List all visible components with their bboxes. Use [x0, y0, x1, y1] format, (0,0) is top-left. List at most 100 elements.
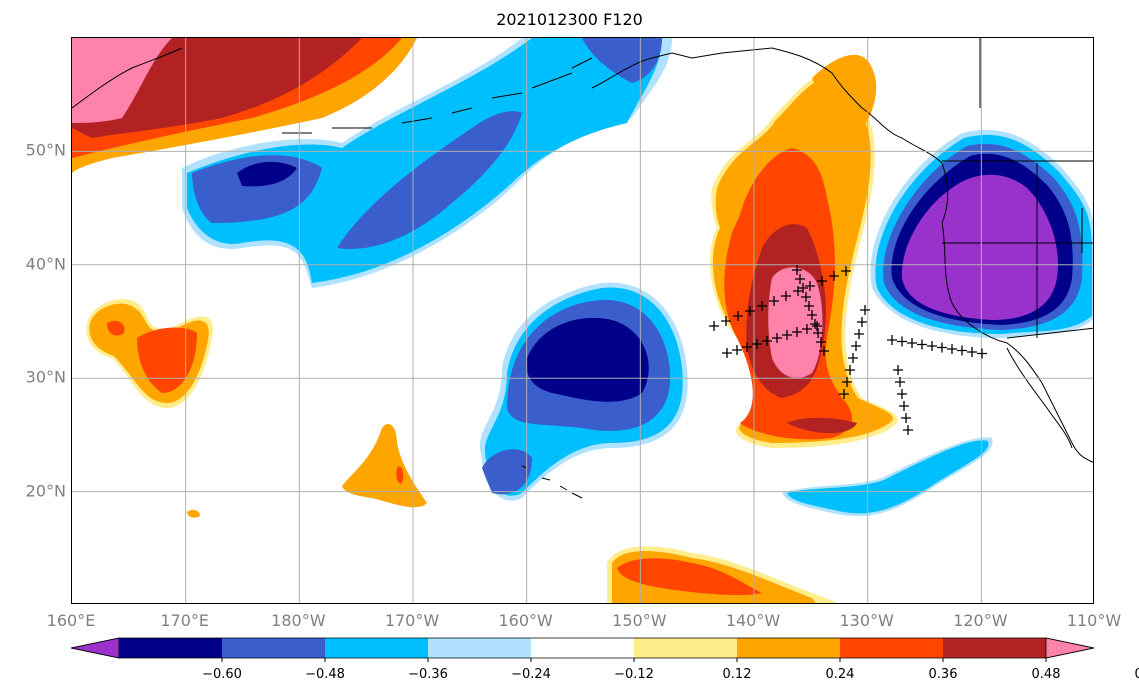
lat-tick-label-2: 40°N	[25, 254, 66, 274]
plus-marker-22	[722, 348, 732, 358]
aleutian-coast	[72, 47, 183, 109]
lat-tick-label-1: 30°N	[25, 367, 66, 387]
anomaly-north-navy	[237, 161, 297, 187]
plus-marker-25	[752, 339, 762, 349]
plus-marker-37	[845, 365, 855, 375]
lon-tick-label-2: 180°W	[271, 611, 326, 630]
anomaly-north-medblue-2	[337, 111, 522, 249]
lon-tick-label-0: 160°E	[46, 611, 96, 630]
plus-marker-30	[802, 324, 812, 334]
colorbar-bin-2	[325, 638, 428, 658]
map-title: 2021012300 F120	[496, 10, 643, 29]
plus-marker-18	[810, 319, 820, 329]
plus-marker-19	[813, 328, 823, 338]
bc-coast	[861, 107, 949, 224]
lon-tick-label-5: 150°W	[612, 611, 667, 630]
colorbar-extend-high	[1045, 637, 1095, 659]
anomaly-east-darkred-s	[787, 417, 857, 434]
plus-marker-15	[801, 292, 811, 302]
anomaly-alaska-orange	[812, 54, 877, 128]
anomaly-north-blue	[187, 38, 662, 283]
plus-marker-42	[907, 338, 917, 348]
plus-marker-23	[732, 345, 742, 355]
plus-marker-1	[721, 316, 731, 326]
baja-coast	[1006, 347, 1073, 449]
plus-marker-31	[812, 321, 822, 331]
colorbar-tick-label-9: 0.60	[1134, 667, 1139, 682]
colorbar-tick-label-0: −0.60	[202, 667, 242, 682]
plus-marker-41	[897, 336, 907, 347]
anomaly-hawaii-orange	[342, 423, 427, 508]
colorbar-tick-label-6: 0.24	[825, 667, 855, 682]
coastline-layer	[72, 38, 1093, 499]
colorbar-bin-6	[737, 638, 840, 658]
colorbar-extend-low	[70, 637, 120, 659]
plus-marker-27	[772, 333, 782, 343]
lon-tick-label-7: 130°W	[839, 611, 894, 630]
plus-marker-36	[848, 353, 858, 363]
colorbar-tick-label-3: −0.24	[511, 667, 551, 682]
plus-marker-50	[893, 365, 903, 375]
anomaly-central-medblue-sw	[482, 449, 532, 495]
plus-marker-32	[860, 305, 870, 315]
lon-tick-label-9: 110°W	[1066, 611, 1122, 630]
plus-marker-53	[899, 401, 909, 411]
colorbar-tick-label-7: 0.36	[928, 667, 958, 682]
plus-marker-35	[851, 341, 861, 351]
plus-marker-34	[854, 329, 864, 339]
map-panel	[71, 37, 1094, 604]
border-states	[942, 38, 1093, 338]
anomaly-hawaii-red	[396, 466, 404, 484]
plus-marker-38	[842, 377, 852, 387]
colorbar-tick-label-2: −0.36	[408, 667, 448, 682]
anomaly-east-pink	[768, 267, 823, 378]
plus-marker-8	[805, 281, 815, 291]
lon-tick-label-4: 160°W	[498, 611, 553, 630]
plus-marker-13	[795, 274, 805, 284]
colorbar-bin-1	[222, 638, 325, 658]
plus-marker-55	[903, 425, 913, 435]
lat-tick-label-0: 20°N	[25, 481, 66, 501]
border-mexico	[1006, 327, 1093, 339]
colorbar-bin-8	[943, 638, 1046, 658]
anomaly-south-red	[617, 558, 762, 596]
plus-marker-48	[967, 347, 977, 357]
plus-marker-45	[937, 342, 947, 353]
plus-marker-11	[841, 266, 851, 276]
plus-marker-14	[798, 283, 808, 293]
plus-marker-40	[887, 335, 897, 345]
hawaii-islands	[521, 465, 583, 499]
anomaly-se-blue	[787, 440, 989, 514]
colorbar-tick-label-1: −0.48	[305, 667, 345, 682]
plus-marker-5	[769, 296, 779, 306]
gridline-layer	[72, 38, 1093, 603]
plus-marker-33	[857, 317, 867, 327]
plus-marker-9	[817, 276, 827, 286]
lat-tick-label-3: 50°N	[25, 140, 66, 160]
colorbar-tick-label-5: 0.12	[722, 667, 752, 682]
anomaly-west-red	[137, 327, 197, 393]
plus-marker-6	[781, 291, 791, 301]
plus-marker-16	[804, 301, 814, 311]
colorbar-bin-5	[634, 638, 737, 658]
anomaly-nw-pink	[72, 38, 172, 123]
anomaly-wc-purple	[901, 174, 1058, 320]
anomaly-north-medblue-3	[582, 38, 662, 83]
plus-marker-44	[927, 341, 937, 351]
aleutian-islands	[282, 57, 593, 134]
plus-marker-0	[709, 321, 719, 331]
anomaly-tiny-orange	[187, 509, 200, 518]
lon-tick-label-8: 120°W	[953, 611, 1008, 630]
plus-marker-12	[792, 265, 802, 275]
lon-tick-label-1: 170°E	[160, 611, 209, 630]
plus-marker-49	[977, 348, 987, 359]
colorbar-bin-7	[840, 638, 943, 658]
plus-marker-29	[792, 327, 802, 337]
plus-marker-21	[819, 346, 829, 356]
colorbar-bin-3	[428, 638, 531, 658]
marker-layer	[709, 265, 987, 435]
plus-marker-3	[745, 306, 755, 316]
field-layer	[72, 38, 1093, 603]
plus-marker-47	[957, 345, 967, 356]
lon-tick-label-3: 170°W	[384, 611, 440, 630]
